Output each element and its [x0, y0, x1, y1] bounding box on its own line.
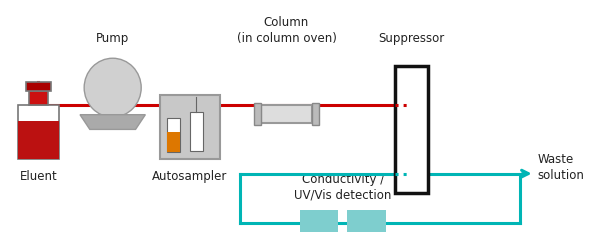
- Text: Column
(in column oven): Column (in column oven): [236, 16, 337, 44]
- FancyBboxPatch shape: [160, 96, 220, 159]
- FancyBboxPatch shape: [311, 103, 319, 126]
- FancyBboxPatch shape: [26, 82, 50, 92]
- FancyBboxPatch shape: [300, 210, 338, 233]
- FancyBboxPatch shape: [17, 106, 59, 159]
- FancyBboxPatch shape: [167, 119, 181, 153]
- Text: Conductivity /
UV/Vis detection: Conductivity / UV/Vis detection: [294, 172, 392, 201]
- FancyBboxPatch shape: [254, 103, 261, 126]
- FancyBboxPatch shape: [17, 122, 59, 159]
- FancyBboxPatch shape: [29, 92, 47, 106]
- FancyBboxPatch shape: [347, 210, 386, 233]
- Text: Suppressor: Suppressor: [378, 32, 445, 44]
- Text: Eluent: Eluent: [20, 169, 57, 182]
- FancyBboxPatch shape: [395, 66, 428, 194]
- Polygon shape: [80, 115, 145, 130]
- FancyBboxPatch shape: [190, 112, 203, 152]
- FancyBboxPatch shape: [167, 132, 181, 153]
- Text: Pump: Pump: [96, 32, 130, 44]
- Text: Autosampler: Autosampler: [152, 169, 227, 182]
- FancyBboxPatch shape: [261, 106, 311, 124]
- Text: Waste
solution: Waste solution: [538, 152, 584, 181]
- Ellipse shape: [84, 59, 141, 118]
